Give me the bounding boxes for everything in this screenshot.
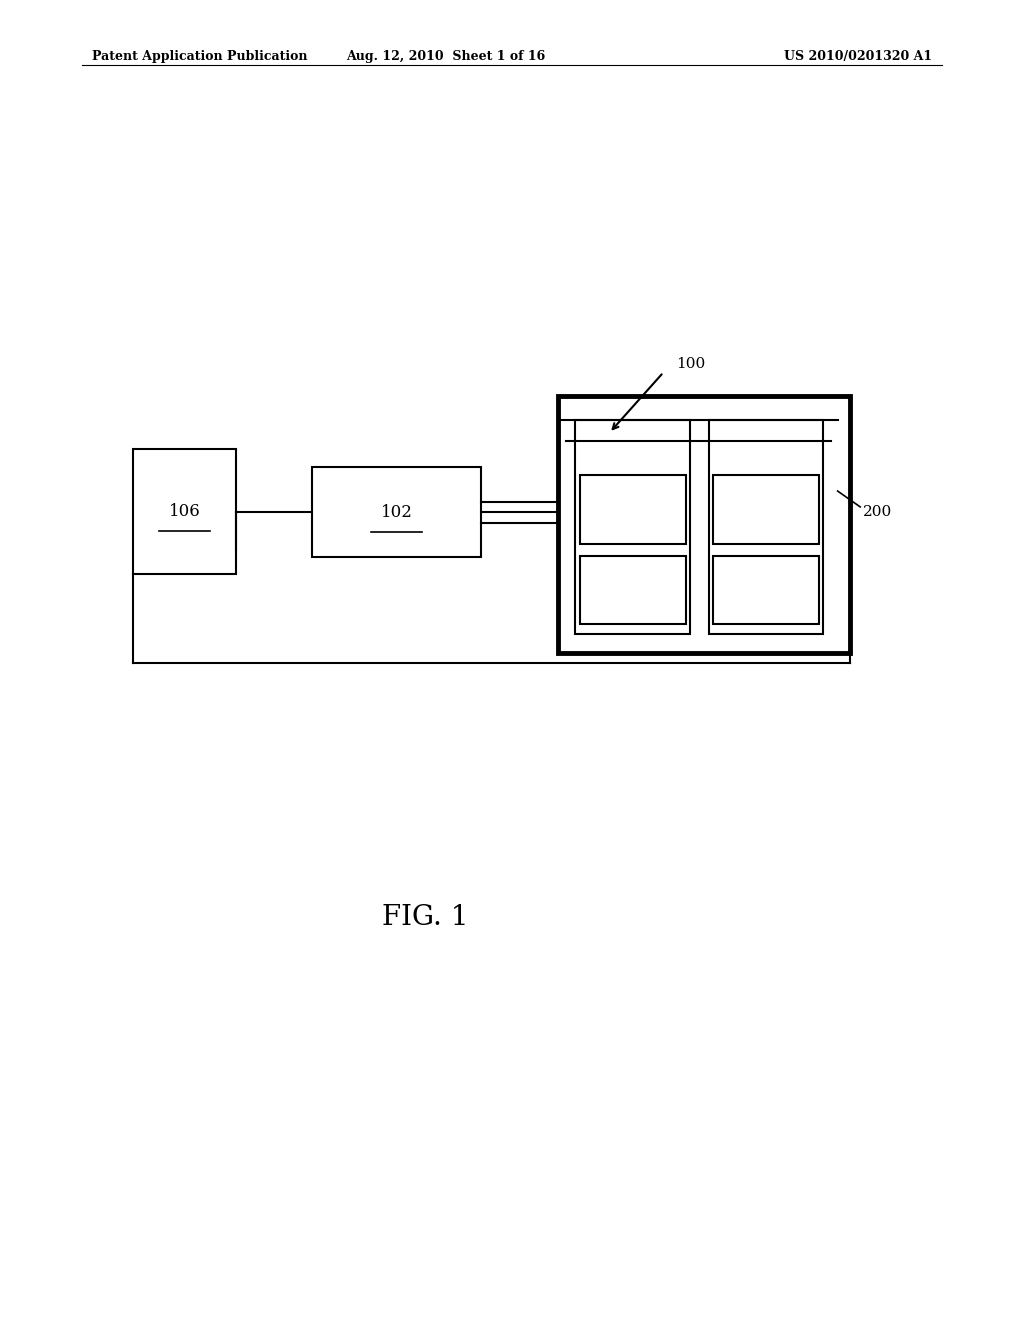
Text: 100: 100 xyxy=(676,358,706,371)
Bar xyxy=(312,467,481,557)
Text: 104B: 104B xyxy=(750,583,782,597)
Text: 201A: 201A xyxy=(616,503,649,516)
Text: US 2010/0201320 A1: US 2010/0201320 A1 xyxy=(783,50,932,63)
Text: Patent Application Publication: Patent Application Publication xyxy=(92,50,307,63)
Bar xyxy=(713,475,819,544)
Bar xyxy=(580,475,686,544)
Text: Aug. 12, 2010  Sheet 1 of 16: Aug. 12, 2010 Sheet 1 of 16 xyxy=(346,50,545,63)
Text: 106: 106 xyxy=(168,503,201,520)
Text: 201B: 201B xyxy=(750,503,782,516)
Bar xyxy=(558,396,850,653)
Bar xyxy=(580,556,686,624)
Bar xyxy=(133,449,236,574)
Bar xyxy=(709,420,823,634)
Text: 102: 102 xyxy=(381,504,413,520)
Text: FIG. 1: FIG. 1 xyxy=(382,904,468,931)
Bar xyxy=(713,556,819,624)
Bar xyxy=(575,420,690,634)
Text: 104A: 104A xyxy=(616,583,649,597)
Text: 200: 200 xyxy=(863,506,893,519)
